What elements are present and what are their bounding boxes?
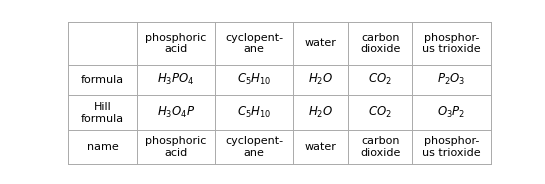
- Text: $H_2O$: $H_2O$: [308, 105, 334, 120]
- Text: phosphoric
acid: phosphoric acid: [146, 33, 207, 54]
- Text: Hill
formula: Hill formula: [81, 102, 124, 123]
- Text: carbon
dioxide: carbon dioxide: [360, 33, 401, 54]
- Text: cyclopent-
ane: cyclopent- ane: [225, 136, 283, 158]
- Text: $O_3P_2$: $O_3P_2$: [437, 105, 465, 120]
- Text: cyclopent-
ane: cyclopent- ane: [225, 33, 283, 54]
- Text: phosphor-
us trioxide: phosphor- us trioxide: [422, 33, 481, 54]
- Text: $H_3O_4P$: $H_3O_4P$: [157, 105, 195, 120]
- Text: $CO_2$: $CO_2$: [368, 72, 392, 87]
- Text: water: water: [305, 38, 337, 48]
- Text: $C_5H_{10}$: $C_5H_{10}$: [237, 105, 271, 120]
- Text: formula: formula: [81, 75, 124, 85]
- Text: $CO_2$: $CO_2$: [368, 105, 392, 120]
- Text: $P_2O_3$: $P_2O_3$: [437, 72, 465, 87]
- Text: $C_5H_{10}$: $C_5H_{10}$: [237, 72, 271, 87]
- Text: carbon
dioxide: carbon dioxide: [360, 136, 401, 158]
- Text: $H_3PO_4$: $H_3PO_4$: [158, 72, 195, 87]
- Text: $H_2O$: $H_2O$: [308, 72, 334, 87]
- Text: water: water: [305, 142, 337, 152]
- Text: phosphor-
us trioxide: phosphor- us trioxide: [422, 136, 481, 158]
- Text: name: name: [87, 142, 118, 152]
- Text: phosphoric
acid: phosphoric acid: [146, 136, 207, 158]
